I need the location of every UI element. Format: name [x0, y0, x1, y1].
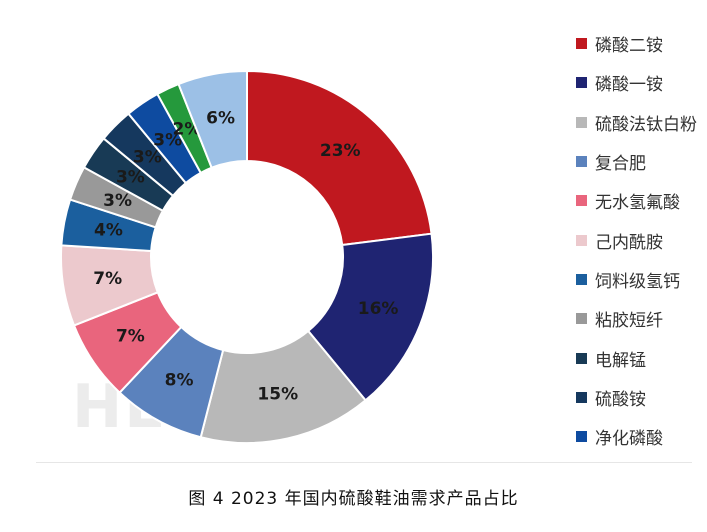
donut-chart: 23%16%15%8%7%7%4%3%3%3%3%2%6% — [60, 69, 434, 444]
slice-label-2: 15% — [257, 385, 298, 405]
legend-swatch — [576, 313, 587, 325]
legend-swatch — [576, 195, 587, 207]
legend-item-1: 磷酸一铵 — [576, 63, 697, 102]
legend-swatch — [576, 77, 587, 89]
legend-item-6: 饲料级氢钙 — [576, 260, 697, 299]
slice-label-8: 3% — [116, 168, 145, 188]
legend-label: 复合肥 — [595, 154, 646, 175]
slice-label-6: 4% — [94, 221, 123, 241]
donut-slice-12 — [177, 69, 248, 170]
legend-item-2: 硫酸法钛白粉 — [576, 103, 697, 142]
legend-item-5: 己内酰胺 — [576, 220, 697, 259]
legend-label: 饲料级氢钙 — [595, 271, 680, 292]
donut-slice-1 — [306, 232, 434, 402]
slice-label-5: 7% — [93, 269, 122, 289]
slice-label-12: 6% — [206, 108, 235, 128]
legend-label: 净化磷酸 — [595, 429, 663, 450]
slice-label-1: 16% — [358, 299, 399, 319]
legend-label: 粘胶短纤 — [595, 311, 663, 332]
legend-swatch — [576, 116, 587, 128]
legend-item-8: 电解锰 — [576, 338, 697, 377]
legend-label: 硫酸法钛白粉 — [595, 114, 697, 135]
legend-swatch — [576, 352, 587, 364]
legend-item-10: 净化磷酸 — [576, 417, 697, 456]
slice-label-3: 8% — [165, 371, 194, 391]
legend-item-0: 磷酸二铵 — [576, 24, 697, 63]
legend-swatch — [576, 273, 587, 285]
legend-swatch — [576, 156, 587, 168]
legend-label: 无水氢氟酸 — [595, 193, 680, 214]
legend-label: 磷酸二铵 — [595, 36, 663, 57]
figure-caption: 图 4 2023 年国内硫酸鞋油需求产品占比 — [188, 489, 519, 509]
legend-label: 硫酸铵 — [595, 389, 646, 410]
slice-label-4: 7% — [116, 326, 145, 346]
chart-legend: 磷酸二铵磷酸一铵硫酸法钛白粉 复合肥无水氢氟酸己内酰胺饲料级氢钙粘胶短纤电解锰硫酸… — [576, 24, 697, 456]
legend-item-4: 无水氢氟酸 — [576, 181, 697, 220]
slice-label-9: 3% — [133, 147, 162, 167]
legend-item-9: 硫酸铵 — [576, 378, 697, 417]
legend-label: 己内酰胺 — [595, 232, 663, 253]
legend-label: 磷酸一铵 — [595, 75, 663, 96]
donut-slice-0 — [246, 69, 433, 247]
slice-label-10: 3% — [153, 130, 182, 150]
slice-label-7: 3% — [103, 191, 132, 211]
legend-swatch — [576, 391, 587, 403]
legend-item-7: 粘胶短纤 — [576, 299, 697, 338]
legend-swatch — [576, 234, 587, 246]
legend-item-3: 复合肥 — [576, 142, 697, 181]
legend-swatch — [576, 431, 587, 443]
slice-label-0: 23% — [320, 141, 361, 161]
chart-panel: HEM 23%16%15%8%7%7%4%3%3%3%3%2%6% 磷酸二铵磷酸… — [36, 0, 697, 463]
legend-swatch — [576, 38, 587, 50]
legend-label: 电解锰 — [595, 350, 646, 371]
